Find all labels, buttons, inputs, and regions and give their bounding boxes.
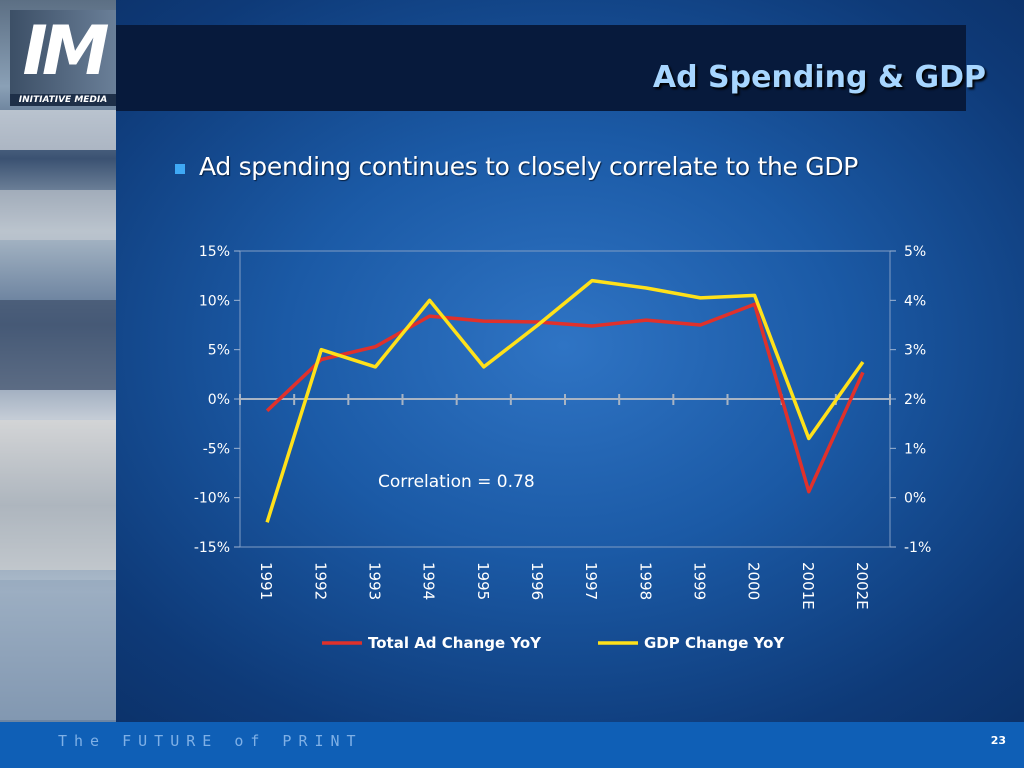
- line-chart: -15% -10% -5% 0% 5% 10% 15% -1% 0% 1% 2% 3% 4% 5% 1991…: [194, 244, 931, 652]
- title-bar: [116, 25, 966, 111]
- x-axis-tick-label: 1996: [528, 562, 546, 600]
- bullet-icon: [175, 164, 185, 174]
- logo-subtitle: INITIATIVE MEDIA: [10, 94, 116, 106]
- legend-label: GDP Change YoY: [644, 634, 785, 652]
- left-axis-tick-label: 15%: [199, 244, 230, 260]
- left-axis-tick-label: 5%: [208, 343, 230, 359]
- left-axis-tick-label: -15%: [194, 540, 230, 556]
- x-axis-tick-label: 2000: [745, 562, 763, 600]
- left-axis-tick-label: 10%: [199, 293, 230, 309]
- x-axis-tick-label: 1998: [636, 562, 654, 600]
- bullet-text: Ad spending continues to closely correla…: [199, 152, 859, 181]
- footer-bar: The FUTURE of PRINT 23: [0, 722, 1024, 768]
- left-axis-tick-label: -10%: [194, 491, 230, 507]
- x-axis-tick-label: 2002E: [853, 562, 871, 610]
- page-number: 23: [990, 734, 1006, 747]
- legend-label: Total Ad Change YoY: [368, 634, 542, 652]
- x-axis-tick-label: 1997: [582, 562, 600, 600]
- photo-band: [0, 300, 116, 390]
- series-line: [265, 302, 865, 494]
- x-axis-tick-label: 1995: [474, 562, 492, 600]
- company-logo: IM INITIATIVE MEDIA: [10, 10, 116, 106]
- slide-title: Ad Spending & GDP: [652, 60, 986, 95]
- right-axis-tick-label: 5%: [904, 244, 926, 260]
- right-axis-tick-label: 1%: [904, 441, 926, 457]
- x-axis-tick-label: 1992: [311, 562, 329, 600]
- left-axis-tick-label: -5%: [203, 441, 230, 457]
- logo-mark: IM: [10, 10, 116, 94]
- right-axis-tick-label: 2%: [904, 392, 926, 408]
- x-axis-tick-label: 1994: [420, 562, 438, 600]
- photo-band: [0, 110, 116, 150]
- x-axis-tick-label: 1993: [365, 562, 383, 600]
- x-axis-tick-label: 1991: [257, 562, 275, 600]
- left-axis-tick-label: 0%: [208, 392, 230, 408]
- right-axis-tick-label: 0%: [904, 491, 926, 507]
- right-axis-tick-label: 4%: [904, 293, 926, 309]
- photo-band: [0, 580, 116, 720]
- footer-text: The FUTURE of PRINT: [58, 732, 363, 750]
- series-line: [265, 278, 865, 523]
- correlation-annotation: Correlation = 0.78: [378, 472, 535, 492]
- right-axis-tick-label: -1%: [904, 540, 931, 556]
- decorative-photo-strip: [0, 0, 116, 722]
- x-axis-tick-label: 2001E: [799, 562, 817, 610]
- photo-band: [0, 190, 116, 240]
- x-axis-tick-label: 1999: [690, 562, 708, 600]
- photo-band: [0, 420, 116, 570]
- right-axis-tick-label: 3%: [904, 343, 926, 359]
